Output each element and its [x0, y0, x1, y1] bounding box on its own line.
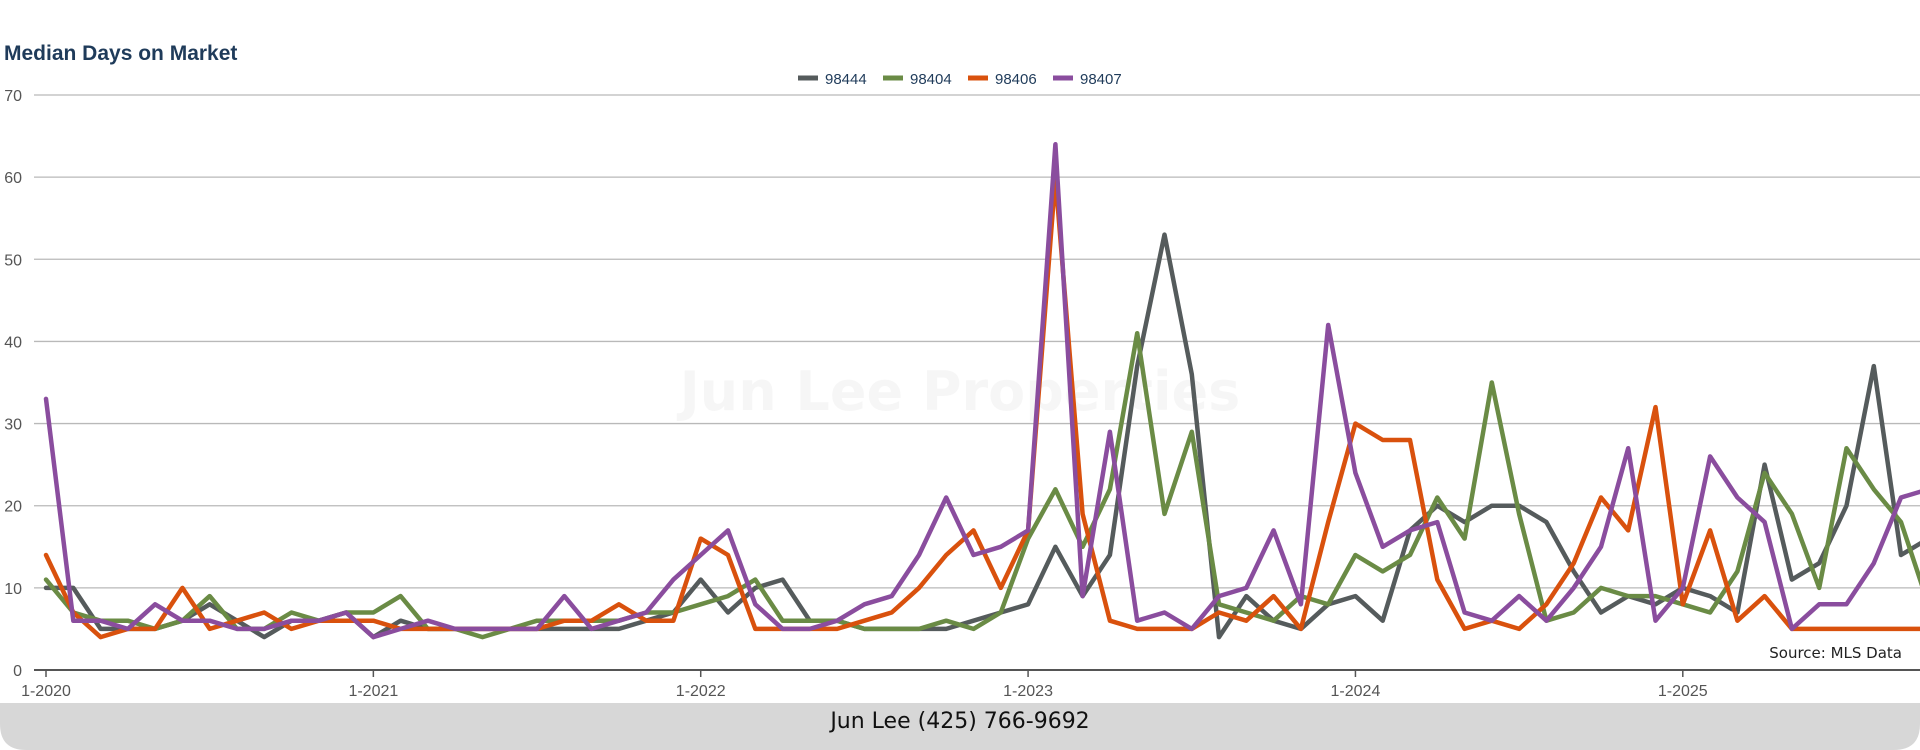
x-tick-label: 1-2021: [348, 683, 398, 700]
x-tick-label: 1-2020: [21, 683, 71, 700]
y-tick-label: 50: [4, 252, 22, 269]
y-tick-label: 70: [4, 88, 22, 105]
series-lines: [43, 142, 1920, 640]
legend-label-98404: 98404: [910, 71, 952, 88]
y-tick-label: 0: [13, 663, 22, 680]
legend-label-98407: 98407: [1080, 71, 1122, 88]
y-tick-label: 30: [4, 417, 22, 434]
y-tick-label: 60: [4, 170, 22, 187]
x-tick-label: 1-2023: [1003, 683, 1053, 700]
legend-label-98406: 98406: [995, 71, 1037, 88]
y-axis-ticks: 0 10 20 30 40 50 60 70: [4, 88, 22, 680]
footer-bar: [0, 703, 1920, 750]
x-tick-label: 1-2024: [1331, 683, 1381, 700]
source-note: Source: MLS Data: [1769, 644, 1902, 662]
series-line-98407: [43, 142, 1920, 640]
gridlines: [34, 94, 1920, 589]
series-line-98406: [43, 174, 1920, 640]
legend-label-98444: 98444: [825, 71, 867, 88]
y-tick-label: 40: [4, 334, 22, 351]
y-tick-label: 20: [4, 499, 22, 516]
series-line-98444: [43, 232, 1920, 640]
x-tick-label: 1-2022: [676, 683, 726, 700]
watermark: Jun Lee Properties: [676, 360, 1241, 423]
y-tick-label: 10: [4, 581, 22, 598]
x-tick-label: 1-2025: [1658, 683, 1708, 700]
x-axis-ticks: 1-2020 1-2021 1-2022 1-2023 1-2024 1-2025: [21, 670, 1708, 700]
legend: 98444 98404 98406 98407: [798, 71, 1122, 88]
chart-title: Median Days on Market: [4, 42, 237, 65]
footer-contact: Jun Lee (425) 766-9692: [828, 709, 1089, 734]
